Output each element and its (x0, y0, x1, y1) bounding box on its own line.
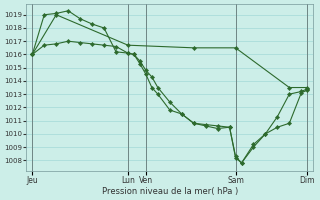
X-axis label: Pression niveau de la mer( hPa ): Pression niveau de la mer( hPa ) (102, 187, 238, 196)
